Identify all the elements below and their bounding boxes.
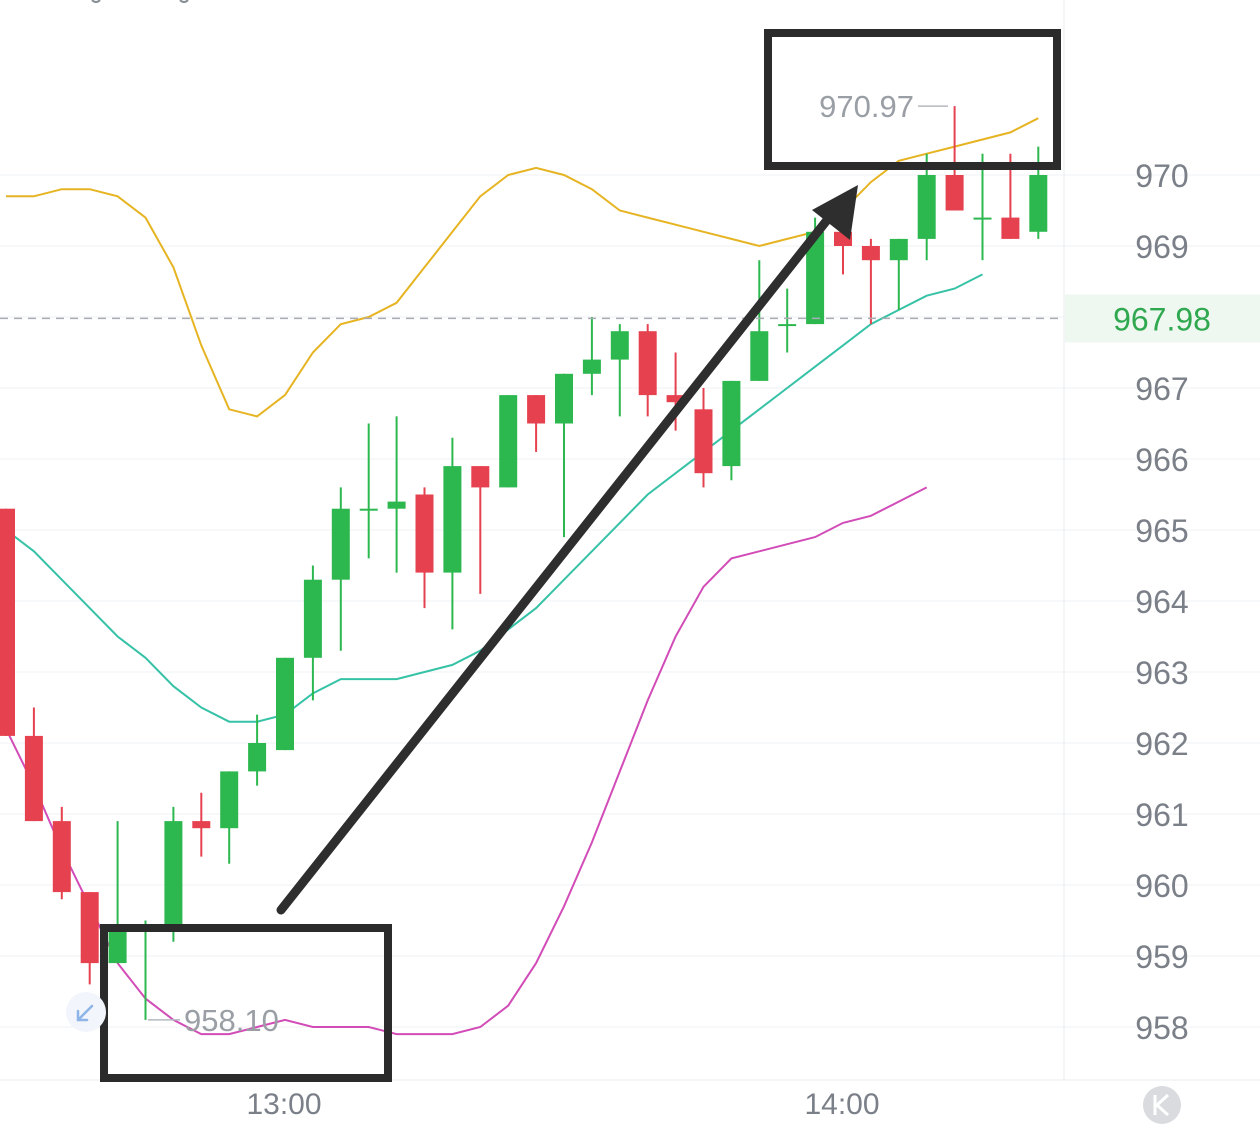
candle-body <box>750 331 769 381</box>
candle-body <box>0 508 15 736</box>
candle-body <box>164 821 183 928</box>
indicator-lines <box>5 117 1039 1036</box>
candle-body <box>331 508 350 580</box>
candle-body <box>582 359 601 374</box>
candle-body <box>917 175 936 239</box>
candle-body <box>694 409 713 474</box>
y-tick-label: 961 <box>1135 797 1188 833</box>
y-tick-label: 964 <box>1135 584 1188 620</box>
trend-arrow-head <box>812 185 858 240</box>
candles <box>0 106 1048 1020</box>
candle-body <box>638 331 657 396</box>
candle-body <box>1001 217 1020 239</box>
candle-body <box>276 657 294 751</box>
price-axis: 970 969 967 966 965 964 963 962 961 960 959 958 13:0… <box>246 158 1188 1121</box>
y-tick-label: 963 <box>1135 655 1188 691</box>
x-tick-label: 14:00 <box>804 1088 879 1121</box>
indicator-line <box>5 273 983 723</box>
candle-body <box>499 395 518 488</box>
indicator-line <box>6 117 1039 418</box>
candle-body <box>52 821 71 893</box>
k-badge-icon[interactable] <box>1143 1086 1181 1124</box>
grid <box>0 0 1260 1081</box>
candle-body <box>415 494 434 573</box>
y-tick-label: 960 <box>1135 868 1188 904</box>
y-tick-label: 966 <box>1135 442 1188 478</box>
y-tick-label: 967 <box>1135 371 1188 407</box>
high-price-label: 970.97 <box>819 89 914 124</box>
candle-body <box>248 743 267 772</box>
current-price-tag <box>1065 294 1260 343</box>
candle-body <box>778 324 797 327</box>
y-tick-label: 970 <box>1135 158 1188 194</box>
candle-body <box>722 380 741 467</box>
candle-body <box>861 246 880 261</box>
x-tick-label: 13:00 <box>246 1088 321 1121</box>
candle-body <box>80 892 99 964</box>
candle-body <box>889 238 908 261</box>
y-tick-label: 969 <box>1135 229 1188 265</box>
candle-body <box>108 927 127 964</box>
current-price-label: 967.98 <box>1113 301 1211 337</box>
candle-body <box>220 771 239 829</box>
candle-body <box>806 231 825 325</box>
k-glyph-icon <box>1153 1093 1170 1117</box>
collapse-icon <box>66 992 106 1032</box>
y-tick-label: 959 <box>1135 939 1188 975</box>
indicator-line <box>5 486 928 1036</box>
candle-body <box>387 501 406 509</box>
y-tick-label: 958 <box>1135 1010 1188 1046</box>
candle-body <box>443 466 462 573</box>
candle-body <box>471 466 490 488</box>
candle-body <box>973 217 992 220</box>
candle-body <box>24 735 43 822</box>
price-labels: 967.98 970.97 958.10 <box>0 89 1260 1038</box>
candle-body <box>1029 175 1048 232</box>
candle-body <box>192 821 211 829</box>
y-tick-label: 962 <box>1135 726 1188 762</box>
candle-body <box>359 508 378 511</box>
low-annotation-box <box>100 924 392 1082</box>
candle-body <box>666 395 685 403</box>
trend-arrow-shaft <box>276 205 840 915</box>
arrow-icon <box>76 1004 94 1022</box>
candle-body <box>610 331 629 360</box>
candle-body <box>527 395 546 424</box>
candle-body <box>555 373 573 424</box>
top-cutoff-decoration <box>91 0 189 3</box>
candle-body <box>303 579 322 658</box>
low-price-label: 958.10 <box>184 1003 279 1038</box>
candle-body <box>945 175 964 211</box>
high-annotation-box <box>764 29 1061 170</box>
y-tick-label: 965 <box>1135 513 1188 549</box>
annotations <box>66 0 1181 1124</box>
k-badge-bg <box>1143 1086 1181 1124</box>
